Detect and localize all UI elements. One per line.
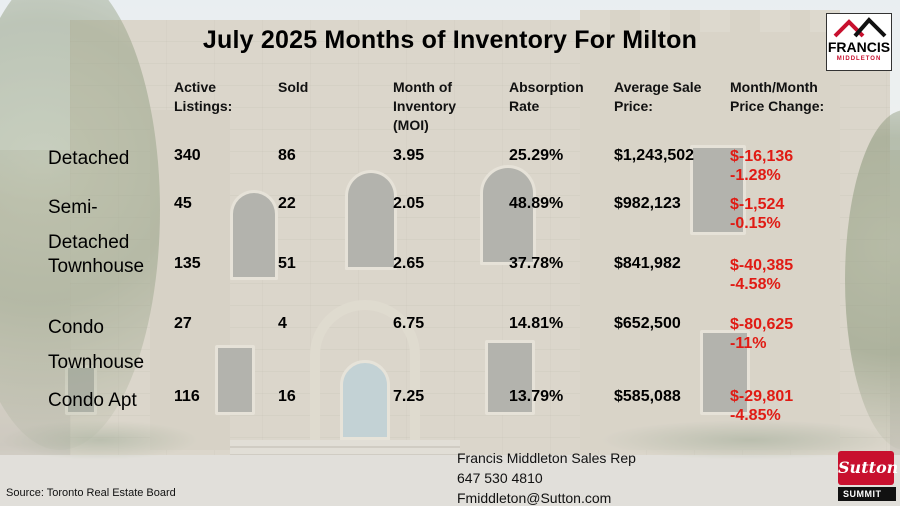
contact-name: Francis Middleton Sales Rep: [457, 450, 636, 466]
row-label-condo-townhouse: Condo Townhouse: [48, 310, 144, 380]
change-amount: $-80,625: [730, 316, 794, 333]
cell-moi: 2.65: [393, 255, 425, 272]
header-line: Active: [174, 79, 217, 95]
ground: [0, 455, 900, 506]
row-label-detached: Detached: [48, 141, 129, 176]
cell-active: 135: [174, 255, 201, 272]
cell-sold: 86: [278, 147, 296, 164]
cell-price-change: $-1,524 -0.15%: [730, 195, 784, 233]
cell-avg-price: $982,123: [614, 195, 681, 212]
change-percent: -0.15%: [730, 215, 781, 232]
cell-moi: 6.75: [393, 315, 425, 332]
cell-sold: 22: [278, 195, 296, 212]
header-sold: Sold: [278, 78, 308, 97]
cell-active: 27: [174, 315, 192, 332]
change-amount: $-1,524: [730, 196, 785, 213]
summit-wordmark: SUMMIT: [838, 487, 896, 501]
header-absorption-rate: Absorption Rate: [509, 78, 584, 116]
header-active-listings: Active Listings:: [174, 78, 232, 116]
cell-sold: 16: [278, 388, 296, 405]
francis-middleton-logo: FRANCIS MIDDLETON: [826, 13, 892, 71]
cell-sold: 4: [278, 315, 287, 332]
square-window: [485, 340, 535, 415]
cell-price-change: $-16,136 -1.28%: [730, 147, 793, 185]
header-line: (MOI): [393, 117, 429, 133]
row-label-townhouse: Townhouse: [48, 249, 144, 284]
row-label-semi-detached: Semi- Detached: [48, 190, 129, 260]
change-percent: -4.85%: [730, 407, 781, 424]
header-line: Month of: [393, 79, 453, 95]
page-title: July 2025 Months of Inventory For Milton: [202, 26, 698, 54]
arched-window: [345, 170, 397, 270]
change-percent: -1.28%: [730, 167, 781, 184]
change-amount: $-16,136: [730, 148, 794, 165]
cell-avg-price: $652,500: [614, 315, 681, 332]
header-line: Inventory: [393, 98, 457, 114]
cell-moi: 3.95: [393, 147, 425, 164]
house-roof-icon: [833, 17, 887, 38]
change-amount: $-40,385: [730, 257, 794, 274]
cell-price-change: $-40,385 -4.58%: [730, 256, 793, 294]
cell-absorption: 14.81%: [509, 315, 564, 332]
row-label-condo-apt: Condo Apt: [48, 383, 137, 418]
arched-window: [480, 165, 536, 265]
cell-absorption: 48.89%: [509, 195, 564, 212]
cell-active: 45: [174, 195, 192, 212]
logo-subtitle: MIDDLETON: [836, 56, 882, 62]
bushes-left: [0, 420, 200, 460]
row-label-line: Detached: [48, 148, 130, 169]
sutton-wordmark: Sutton: [838, 451, 898, 485]
row-label-line: Townhouse: [48, 352, 145, 373]
header-line: Price Change:: [730, 98, 825, 114]
square-window: [690, 145, 746, 235]
cell-price-change: $-29,801 -4.85%: [730, 387, 793, 425]
row-label-line: Condo: [48, 317, 104, 338]
cell-sold: 51: [278, 255, 296, 272]
header-line: Absorption: [509, 79, 584, 95]
contact-email: Fmiddleton@Sutton.com: [457, 490, 612, 506]
row-label-line: Townhouse: [48, 256, 145, 277]
sutton-summit-logo: Sutton SUMMIT: [836, 451, 898, 503]
contact-phone: 647 530 4810: [457, 470, 543, 486]
cell-avg-price: $585,088: [614, 388, 681, 405]
cell-active: 116: [174, 388, 200, 405]
header-line: Rate: [509, 98, 540, 114]
cell-absorption: 37.78%: [509, 255, 564, 272]
header-line: Listings:: [174, 98, 233, 114]
row-label-line: Condo Apt: [48, 390, 137, 411]
arched-window: [230, 190, 278, 280]
change-percent: -4.58%: [730, 276, 781, 293]
cell-absorption: 25.29%: [509, 147, 564, 164]
cell-price-change: $-80,625 -11%: [730, 315, 793, 353]
change-amount: $-29,801: [730, 388, 794, 405]
square-window: [215, 345, 255, 415]
row-label-line: Detached: [48, 232, 130, 253]
front-door: [340, 360, 390, 440]
cell-moi: 7.25: [393, 388, 425, 405]
header-moi: Month of Inventory (MOI): [393, 78, 456, 135]
header-month-price-change: Month/Month Price Change:: [730, 78, 824, 116]
header-line: Average Sale: [614, 79, 702, 95]
source-note: Source: Toronto Real Estate Board: [6, 487, 176, 499]
logo-name: FRANCIS: [827, 39, 891, 55]
change-percent: -11%: [730, 335, 767, 352]
header-line: Month/Month: [730, 79, 818, 95]
square-window: [700, 330, 750, 415]
row-label-line: Semi-: [48, 197, 98, 218]
cell-avg-price: $1,243,502: [614, 147, 695, 164]
header-average-sale-price: Average Sale Price:: [614, 78, 701, 116]
contact-block: Francis Middleton Sales Rep 647 530 4810…: [457, 448, 636, 506]
header-line: Price:: [614, 98, 653, 114]
cell-active: 340: [174, 147, 201, 164]
cell-avg-price: $841,982: [614, 255, 681, 272]
cell-absorption: 13.79%: [509, 388, 564, 405]
cell-moi: 2.05: [393, 195, 425, 212]
door-arch: [310, 300, 420, 450]
header-line: Sold: [278, 79, 309, 95]
